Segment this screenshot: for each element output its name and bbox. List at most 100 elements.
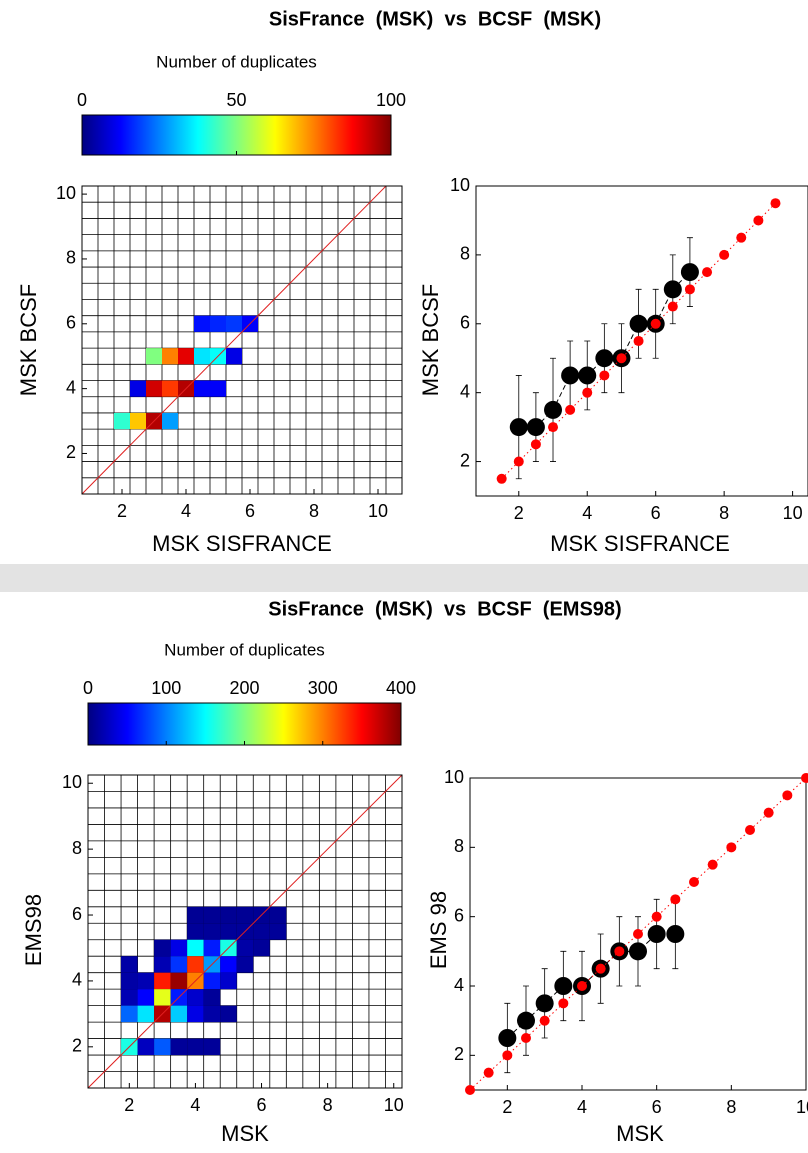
heat-cell <box>121 956 138 973</box>
heat-cell <box>220 956 237 973</box>
point <box>465 1085 475 1095</box>
point <box>629 942 647 961</box>
series-line <box>506 933 676 1039</box>
heat-cell <box>170 972 188 990</box>
heat-cell <box>187 906 204 924</box>
point <box>521 1033 531 1043</box>
heat-cell <box>137 1038 155 1056</box>
y-tick-label: 2 <box>66 442 76 462</box>
heat-cell <box>203 1038 221 1056</box>
point <box>565 404 576 415</box>
colorbar-tick-label: 100 <box>151 678 181 698</box>
diagonal <box>87 774 403 1089</box>
heat-cell <box>187 1038 204 1056</box>
point <box>544 400 563 419</box>
y-axis-label: MSK BCSF <box>418 284 443 396</box>
colorbar-tick-label: 0 <box>77 90 87 110</box>
point <box>670 894 681 905</box>
point <box>666 925 685 943</box>
colorbar-tick-label: 50 <box>226 90 246 110</box>
point <box>548 422 559 433</box>
heat-cell <box>187 923 204 940</box>
heat-cell <box>220 1005 237 1023</box>
heat-cell <box>220 972 237 990</box>
y-tick-label: 8 <box>66 248 76 268</box>
x-tick-label: 4 <box>577 1097 587 1117</box>
heat-cell <box>203 906 221 924</box>
heat-cell <box>154 1038 171 1056</box>
heat-cell <box>210 315 226 332</box>
colorbar-tick-label: 0 <box>83 678 93 698</box>
heat-cell <box>203 989 221 1006</box>
y-axis-label: MSK BCSF <box>16 284 41 396</box>
heat-cell <box>170 1005 188 1023</box>
heat-cell <box>130 412 146 430</box>
heat-cell <box>162 380 178 397</box>
y-tick-label: 6 <box>72 904 82 924</box>
x-tick-label: 2 <box>117 501 127 521</box>
point <box>663 280 682 299</box>
x-tick-label: 10 <box>384 1095 404 1115</box>
heat-cell <box>187 956 204 973</box>
x-tick-label: 2 <box>502 1097 512 1117</box>
point <box>736 232 747 243</box>
y-tick-label: 6 <box>454 905 464 925</box>
heat-cell <box>203 923 221 940</box>
heat-cell <box>154 972 171 990</box>
heat-cell <box>146 380 162 397</box>
point <box>680 263 699 282</box>
heat-cell <box>203 972 221 990</box>
colorbar-tick-label: 400 <box>386 678 416 698</box>
point <box>539 1015 550 1026</box>
y-tick-label: 2 <box>454 1044 464 1064</box>
heat-cell <box>154 989 171 1006</box>
x-tick-label: 6 <box>257 1095 267 1115</box>
heat-cell <box>162 348 178 365</box>
y-tick-label: 4 <box>66 377 76 397</box>
point <box>595 963 606 974</box>
point <box>502 1050 513 1061</box>
y-tick-label: 6 <box>460 313 470 333</box>
point <box>650 318 661 329</box>
point <box>801 773 808 783</box>
heat-cell <box>269 906 287 924</box>
x-tick-label: 8 <box>726 1097 736 1117</box>
heat-cell <box>170 956 188 973</box>
heat-cell <box>178 348 194 365</box>
heat-cell <box>170 939 188 957</box>
heat-cell <box>220 906 237 924</box>
x-tick-label: 8 <box>309 501 319 521</box>
heat-cell <box>253 939 270 957</box>
point <box>526 418 545 437</box>
point <box>633 929 643 939</box>
point <box>496 473 507 484</box>
heat-cell <box>137 989 155 1006</box>
y-tick-label: 10 <box>56 183 76 203</box>
heat-cell <box>187 1005 204 1023</box>
separator <box>0 564 808 592</box>
point <box>483 1067 494 1078</box>
heat-cell <box>220 923 237 940</box>
heat-cell <box>236 939 254 957</box>
colorbar-tick-label: 100 <box>376 90 406 110</box>
point <box>577 981 587 991</box>
x-tick-label: 2 <box>514 503 524 523</box>
heat-cell <box>203 939 221 957</box>
point <box>702 267 713 278</box>
colorbar-tick-label: 200 <box>229 678 259 698</box>
point <box>530 439 541 450</box>
diagonal <box>81 185 387 495</box>
point <box>726 842 737 853</box>
colorbar <box>87 702 402 746</box>
x-tick-label: 10 <box>796 1097 808 1117</box>
heat-cell <box>121 972 138 990</box>
x-tick-label: 6 <box>652 1097 662 1117</box>
heat-cell <box>137 972 155 990</box>
y-tick-label: 10 <box>444 767 464 787</box>
x-tick-label: 10 <box>783 503 803 523</box>
heat-cell <box>187 939 204 957</box>
x-axis-label: MSK SISFRANCE <box>152 531 332 556</box>
heat-cell <box>236 906 254 924</box>
point <box>707 859 718 870</box>
